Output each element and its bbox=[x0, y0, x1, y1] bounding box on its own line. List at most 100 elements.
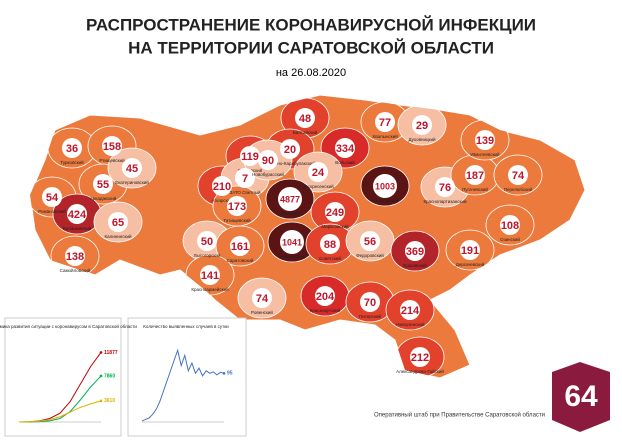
case-badge bbox=[435, 177, 455, 197]
region-name: Хвалынский bbox=[372, 133, 398, 139]
region-name: Вольский bbox=[335, 159, 355, 165]
case-badge bbox=[405, 241, 425, 261]
footer: Оперативный штаб при Правительстве Сарат… bbox=[374, 412, 545, 419]
title: РАСПРОСТРАНЕНИЕ КОРОНАВИРУСНОЙ ИНФЕКЦИИ bbox=[86, 15, 536, 34]
region-name: Балашовский bbox=[63, 225, 92, 231]
region-name: Краснопартизанский bbox=[423, 198, 467, 204]
case-count: 56 bbox=[364, 236, 376, 248]
region-name: Татищевский bbox=[223, 217, 251, 223]
series-line bbox=[141, 348, 225, 422]
case-count: 1041 bbox=[282, 237, 302, 247]
case-count: 90 bbox=[262, 155, 274, 167]
case-count: 249 bbox=[326, 207, 344, 219]
chart-title: Динамика развития ситуации с коронавирус… bbox=[0, 323, 137, 329]
case-count: 74 bbox=[512, 170, 525, 182]
case-badge bbox=[308, 162, 328, 182]
case-badge bbox=[212, 176, 232, 196]
region-name: Красноармейский bbox=[191, 286, 229, 292]
case-badge bbox=[320, 234, 340, 254]
region-name: Озинский bbox=[500, 236, 520, 242]
region-name: Новобурасский bbox=[252, 171, 284, 177]
case-badge bbox=[93, 174, 113, 194]
case-count: 139 bbox=[476, 135, 494, 147]
case-badge bbox=[475, 130, 495, 150]
region-name: Балтайский bbox=[293, 129, 318, 135]
case-badge bbox=[67, 204, 87, 224]
case-count: 74 bbox=[256, 293, 269, 305]
badge bbox=[552, 362, 610, 432]
case-count: 1003 bbox=[375, 181, 395, 191]
case-count: 212 bbox=[411, 352, 429, 364]
case-count: 173 bbox=[228, 201, 246, 213]
case-count: 48 bbox=[299, 113, 311, 125]
case-badge bbox=[500, 215, 520, 235]
case-badge bbox=[412, 115, 432, 135]
region-name: Ровенский bbox=[251, 309, 273, 315]
case-badge bbox=[278, 187, 302, 211]
case-badge bbox=[295, 108, 315, 128]
case-count: 88 bbox=[324, 239, 336, 251]
case-count: 191 bbox=[461, 245, 479, 257]
case-badge bbox=[508, 165, 528, 185]
case-count: 204 bbox=[316, 291, 335, 303]
case-badge bbox=[280, 230, 304, 254]
case-badge bbox=[62, 138, 82, 158]
case-count: 45 bbox=[126, 163, 138, 175]
case-count: 50 bbox=[201, 236, 213, 248]
case-count: 76 bbox=[439, 182, 451, 194]
region-name: Марксовский bbox=[321, 223, 349, 229]
case-count: 214 bbox=[401, 305, 420, 317]
region-name: Ртищевский bbox=[99, 157, 125, 163]
region-name: Дергачевский bbox=[456, 261, 485, 267]
series-line bbox=[18, 400, 102, 423]
case-count: 70 bbox=[364, 297, 376, 309]
case-count: 55 bbox=[97, 179, 109, 191]
case-badge bbox=[230, 236, 250, 256]
charts: Динамика развития ситуации с коронавирус… bbox=[0, 323, 233, 423]
end-point bbox=[99, 351, 103, 354]
region-name: Саратовский bbox=[227, 257, 254, 263]
case-count: 158 bbox=[103, 141, 121, 153]
chart-frame bbox=[127, 317, 247, 437]
case-count: 36 bbox=[66, 143, 78, 155]
region-name: Питерский bbox=[359, 313, 381, 319]
case-count: 369 bbox=[406, 246, 424, 258]
end-point bbox=[222, 372, 226, 375]
case-badge bbox=[42, 187, 62, 207]
case-badge bbox=[375, 112, 395, 132]
region-name: Перелюбский bbox=[504, 186, 533, 192]
region-labels: 36 Турковский 158 Ртищевский 54 Романовский 55… bbox=[38, 108, 533, 374]
region-name: Ивантеевский bbox=[470, 151, 500, 157]
case-count: 119 bbox=[241, 151, 259, 163]
case-badge bbox=[235, 168, 255, 188]
region-name: Лысогорский bbox=[194, 252, 221, 258]
region-name: Романовский bbox=[38, 208, 66, 214]
end-point bbox=[99, 374, 103, 378]
case-badge bbox=[258, 150, 278, 170]
title: НА ТЕРРИТОРИИ САРАТОВСКОЙ ОБЛАСТИ bbox=[128, 38, 494, 57]
end-label: 11877 bbox=[104, 350, 118, 356]
case-badge bbox=[252, 288, 272, 308]
case-badge bbox=[315, 286, 335, 306]
case-badge bbox=[325, 202, 345, 222]
end-label: 7860 bbox=[104, 373, 115, 379]
case-badge bbox=[108, 212, 128, 232]
case-count: 334 bbox=[336, 143, 355, 155]
case-badge bbox=[227, 196, 247, 216]
region-name: Аркадакский bbox=[90, 195, 117, 201]
case-badge bbox=[460, 240, 480, 260]
case-badge bbox=[240, 146, 260, 166]
case-count: 141 bbox=[201, 270, 219, 282]
end-point bbox=[99, 399, 103, 403]
case-count: 29 bbox=[416, 120, 428, 132]
case-badge bbox=[360, 292, 380, 312]
region-name: ЗАТО Светлый bbox=[230, 189, 261, 195]
region-name: Турковский bbox=[60, 159, 84, 165]
case-count: 24 bbox=[312, 167, 325, 179]
region-name: Александрово-Гайский bbox=[396, 368, 444, 374]
region-name: Советский bbox=[319, 255, 341, 261]
case-badge bbox=[280, 139, 300, 159]
case-count: 65 bbox=[112, 217, 124, 229]
region-name: Екатериновский bbox=[115, 179, 149, 185]
